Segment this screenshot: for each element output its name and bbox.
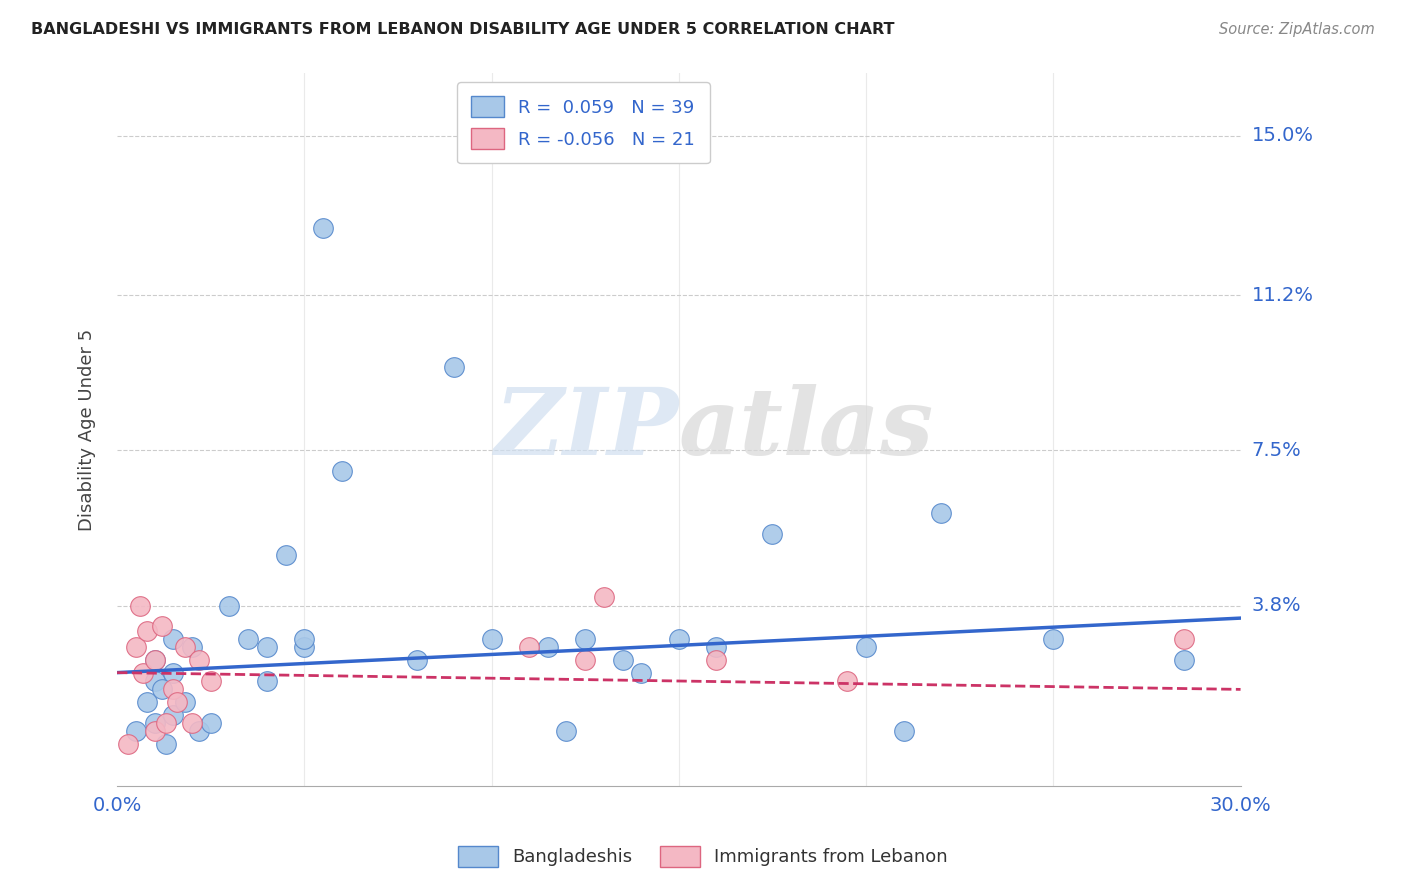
Point	[117, 737, 139, 751]
Point	[238, 632, 260, 646]
Point	[181, 640, 204, 655]
Text: atlas: atlas	[679, 384, 934, 475]
Text: 3.8%: 3.8%	[1251, 596, 1302, 615]
Point	[155, 715, 177, 730]
Point	[855, 640, 877, 655]
Point	[162, 682, 184, 697]
Point	[292, 640, 315, 655]
Point	[125, 724, 148, 739]
Point	[143, 653, 166, 667]
Point	[274, 548, 297, 562]
Point	[893, 724, 915, 739]
Point	[292, 632, 315, 646]
Point	[537, 640, 560, 655]
Point	[443, 359, 465, 374]
Point	[312, 221, 335, 235]
Point	[837, 673, 859, 688]
Point	[218, 599, 240, 613]
Point	[150, 619, 173, 633]
Point	[200, 715, 222, 730]
Legend: R =  0.059   N = 39, R = -0.056   N = 21: R = 0.059 N = 39, R = -0.056 N = 21	[457, 82, 710, 163]
Point	[155, 737, 177, 751]
Point	[136, 624, 159, 638]
Point	[125, 640, 148, 655]
Point	[517, 640, 540, 655]
Point	[574, 632, 596, 646]
Point	[188, 653, 211, 667]
Point	[330, 464, 353, 478]
Point	[1042, 632, 1064, 646]
Point	[1173, 632, 1195, 646]
Point	[668, 632, 690, 646]
Point	[612, 653, 634, 667]
Point	[1173, 653, 1195, 667]
Legend: Bangladeshis, Immigrants from Lebanon: Bangladeshis, Immigrants from Lebanon	[451, 838, 955, 874]
Point	[188, 724, 211, 739]
Point	[574, 653, 596, 667]
Point	[143, 724, 166, 739]
Point	[128, 599, 150, 613]
Point	[555, 724, 578, 739]
Point	[143, 653, 166, 667]
Point	[704, 653, 727, 667]
Point	[150, 682, 173, 697]
Point	[173, 640, 195, 655]
Point	[481, 632, 503, 646]
Point	[181, 715, 204, 730]
Point	[630, 665, 652, 680]
Point	[761, 527, 783, 541]
Point	[256, 640, 278, 655]
Point	[200, 673, 222, 688]
Text: 11.2%: 11.2%	[1251, 285, 1313, 305]
Point	[143, 715, 166, 730]
Text: ZIP: ZIP	[495, 384, 679, 475]
Point	[405, 653, 427, 667]
Point	[256, 673, 278, 688]
Point	[136, 695, 159, 709]
Y-axis label: Disability Age Under 5: Disability Age Under 5	[79, 328, 96, 531]
Point	[704, 640, 727, 655]
Point	[132, 665, 155, 680]
Point	[593, 590, 616, 604]
Text: Source: ZipAtlas.com: Source: ZipAtlas.com	[1219, 22, 1375, 37]
Point	[162, 707, 184, 722]
Point	[166, 695, 188, 709]
Text: 7.5%: 7.5%	[1251, 441, 1302, 460]
Point	[173, 695, 195, 709]
Text: BANGLADESHI VS IMMIGRANTS FROM LEBANON DISABILITY AGE UNDER 5 CORRELATION CHART: BANGLADESHI VS IMMIGRANTS FROM LEBANON D…	[31, 22, 894, 37]
Point	[162, 632, 184, 646]
Text: 15.0%: 15.0%	[1251, 127, 1313, 145]
Point	[143, 673, 166, 688]
Point	[162, 665, 184, 680]
Point	[929, 506, 952, 520]
